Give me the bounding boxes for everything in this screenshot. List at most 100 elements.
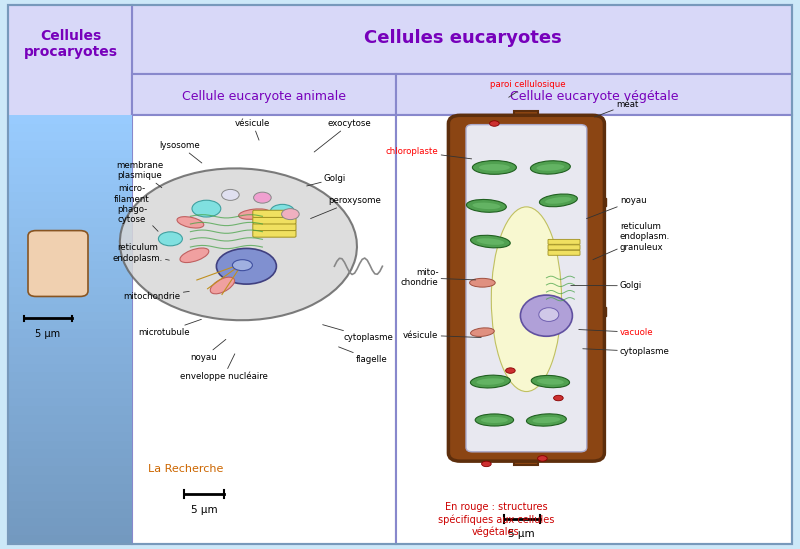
Bar — [396, 115, 792, 544]
Text: méat: méat — [594, 100, 638, 117]
Ellipse shape — [526, 414, 566, 426]
Bar — [8, 321, 132, 329]
Text: 5 µm: 5 µm — [508, 529, 535, 539]
Ellipse shape — [192, 200, 221, 217]
Bar — [590, 198, 606, 206]
Text: Cellules
procaryotes: Cellules procaryotes — [23, 29, 118, 59]
Text: noyau: noyau — [190, 339, 226, 362]
Text: vacuole: vacuole — [578, 328, 654, 337]
FancyBboxPatch shape — [253, 230, 296, 237]
Bar — [8, 381, 132, 389]
Bar — [8, 518, 132, 526]
Ellipse shape — [477, 378, 504, 385]
Bar — [8, 338, 132, 346]
Text: Golgi: Golgi — [570, 281, 642, 290]
Bar — [8, 355, 132, 363]
Ellipse shape — [479, 164, 510, 171]
Bar — [8, 295, 132, 304]
Bar — [8, 535, 132, 544]
Text: flagelle: flagelle — [338, 347, 388, 365]
Ellipse shape — [180, 248, 209, 262]
Ellipse shape — [538, 456, 547, 461]
Text: membrane
plasmique: membrane plasmique — [116, 161, 164, 188]
Bar — [8, 124, 132, 132]
Ellipse shape — [539, 194, 578, 207]
Bar — [8, 115, 132, 124]
Ellipse shape — [254, 192, 271, 203]
Ellipse shape — [533, 417, 560, 423]
Bar — [8, 458, 132, 467]
Text: lysosome: lysosome — [160, 141, 202, 163]
Text: En rouge : structures
spécifiques aux cellules
végétales: En rouge : structures spécifiques aux ce… — [438, 502, 554, 537]
Text: Cellule eucaryote animale: Cellule eucaryote animale — [182, 89, 346, 103]
Bar — [8, 406, 132, 415]
Ellipse shape — [506, 368, 515, 373]
Ellipse shape — [491, 207, 562, 391]
Ellipse shape — [282, 209, 299, 220]
Bar — [590, 307, 606, 316]
Ellipse shape — [233, 260, 253, 271]
Bar — [8, 492, 132, 501]
Bar — [8, 192, 132, 201]
Ellipse shape — [475, 414, 514, 426]
Ellipse shape — [470, 375, 510, 388]
Ellipse shape — [270, 204, 294, 219]
Ellipse shape — [470, 236, 510, 248]
Ellipse shape — [120, 169, 357, 320]
Ellipse shape — [177, 217, 204, 228]
Bar — [132, 115, 396, 544]
Bar — [8, 184, 132, 192]
Text: mitochondrie: mitochondrie — [123, 292, 190, 301]
Bar — [8, 227, 132, 235]
Text: peroxysome: peroxysome — [310, 196, 381, 219]
Text: vésicule: vésicule — [235, 119, 270, 140]
Ellipse shape — [521, 295, 573, 336]
Ellipse shape — [466, 199, 506, 212]
Text: micro-
filament
phago-
cytose: micro- filament phago- cytose — [114, 184, 158, 231]
Ellipse shape — [222, 189, 239, 200]
Bar — [8, 398, 132, 406]
Text: chloroplaste: chloroplaste — [386, 147, 472, 159]
Ellipse shape — [530, 161, 570, 174]
Bar — [8, 218, 132, 227]
Bar — [396, 74, 792, 115]
Text: Cellules eucaryotes: Cellules eucaryotes — [363, 30, 562, 47]
Text: reticulum
endoplasm.: reticulum endoplasm. — [113, 243, 170, 263]
Ellipse shape — [537, 378, 564, 385]
Bar — [8, 415, 132, 424]
Bar — [8, 244, 132, 253]
Ellipse shape — [545, 197, 572, 204]
Ellipse shape — [539, 307, 559, 322]
Ellipse shape — [216, 248, 277, 284]
Bar — [8, 467, 132, 475]
Ellipse shape — [477, 238, 504, 245]
Bar — [8, 329, 132, 338]
Bar — [8, 253, 132, 261]
Text: cytoplasme: cytoplasme — [582, 347, 670, 356]
Text: microtubule: microtubule — [138, 320, 202, 337]
Bar — [514, 111, 538, 125]
Bar — [8, 449, 132, 458]
Bar — [8, 501, 132, 509]
Ellipse shape — [482, 461, 491, 467]
Bar — [8, 389, 132, 398]
Ellipse shape — [158, 232, 182, 246]
Bar — [8, 167, 132, 175]
Bar — [514, 451, 538, 465]
Bar — [8, 201, 132, 210]
Bar — [8, 441, 132, 449]
Ellipse shape — [554, 395, 563, 401]
Bar — [8, 363, 132, 372]
Ellipse shape — [238, 209, 270, 220]
Text: paroi cellulosique: paroi cellulosique — [490, 80, 566, 97]
Bar — [8, 432, 132, 441]
Text: cytoplasme: cytoplasme — [322, 324, 394, 343]
FancyBboxPatch shape — [253, 223, 296, 231]
Bar — [8, 475, 132, 484]
Ellipse shape — [473, 203, 500, 209]
Text: enveloppe nucléaire: enveloppe nucléaire — [180, 354, 268, 381]
FancyBboxPatch shape — [448, 115, 605, 461]
Bar — [8, 312, 132, 321]
Bar — [8, 149, 132, 158]
Bar — [8, 484, 132, 492]
